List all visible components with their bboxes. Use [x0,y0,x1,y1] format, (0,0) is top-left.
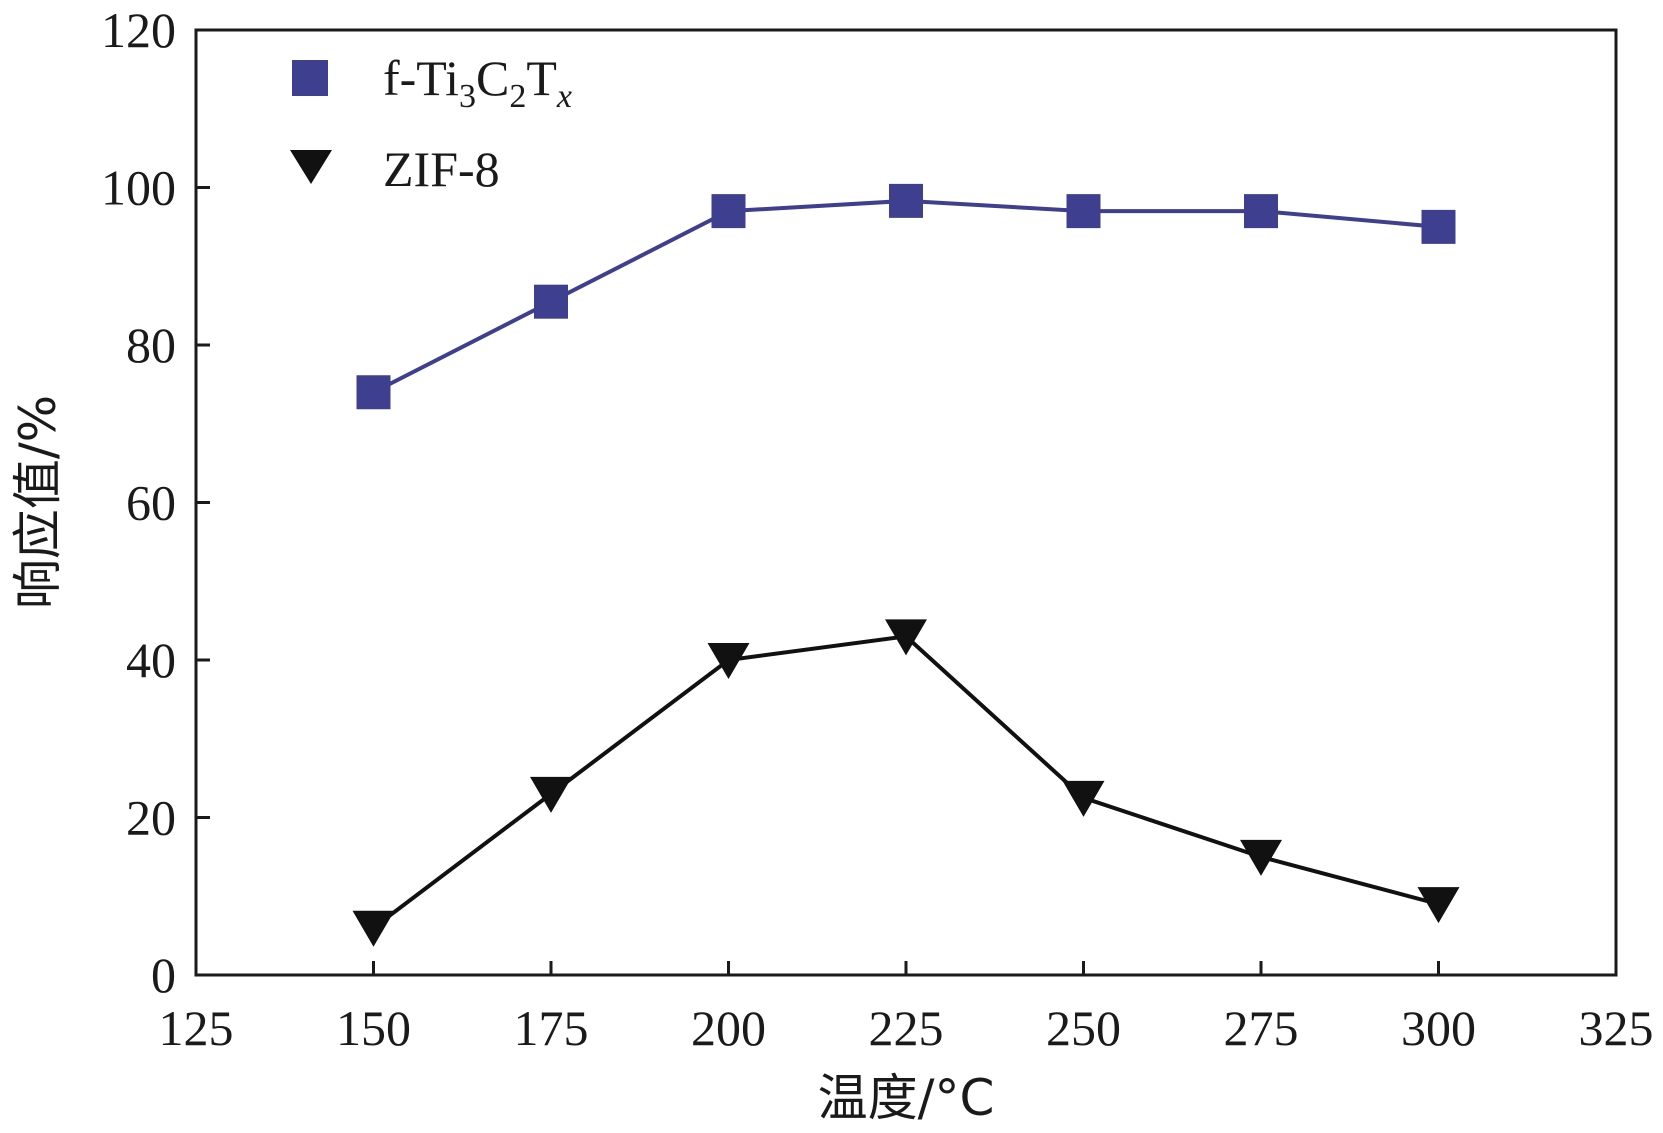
x-tick-label: 275 [1224,1000,1299,1056]
x-axis-ticks: 125 150 175 200 225 250 275 300 325 [159,961,1654,1056]
y-tick-label: 20 [126,790,176,846]
legend-marker-zif-8 [290,150,332,184]
legend-label-zif-8: ZIF-8 [383,141,500,197]
y-axis-ticks: 0 20 40 60 80 100 120 [101,2,210,1003]
x-tick-label: 325 [1579,1000,1654,1056]
y-tick-label: 80 [126,317,176,373]
legend: f-Ti3C2Tx ZIF-8 [290,50,572,197]
data-point-zif-8 [707,643,750,679]
data-point-zif-8 [1062,780,1105,817]
legend-marker-f-ti3c2tx [292,60,328,96]
data-point-zif-8 [885,619,927,656]
y-tick-label: 60 [126,475,176,531]
data-point-zif-8 [1240,839,1282,876]
data-point-zif-8 [530,776,572,813]
y-axis-title: 响应值/% [9,395,67,609]
series-layer [352,183,1460,947]
data-point-f-ti3c2tx [1066,194,1101,229]
data-point-zif-8 [352,910,395,947]
x-tick-label: 125 [159,1000,234,1056]
series-f-ti3c2tx [356,183,1456,410]
data-point-f-ti3c2tx [1421,209,1456,244]
x-tick-label: 150 [336,1000,411,1056]
series-line-f-ti3c2tx [372,198,1439,395]
data-point-f-ti3c2tx [534,284,568,319]
x-axis-title: 温度/°C [818,1069,995,1127]
data-point-f-ti3c2tx [889,183,923,218]
y-tick-label: 120 [101,2,176,58]
data-point-zif-8 [1417,887,1460,924]
y-tick-label: 0 [151,947,176,1003]
series-zif-8 [352,619,1460,947]
data-point-f-ti3c2tx [711,194,746,229]
x-tick-label: 250 [1046,1000,1121,1056]
y-tick-label: 100 [101,160,176,216]
x-tick-label: 300 [1401,1000,1476,1056]
y-tick-label: 40 [126,632,176,688]
data-point-f-ti3c2tx [356,375,391,410]
x-tick-label: 225 [869,1000,944,1056]
data-point-f-ti3c2tx [1244,194,1278,229]
x-tick-label: 200 [691,1000,766,1056]
legend-label-f-ti3c2tx: f-Ti3C2Tx [383,50,572,115]
x-tick-label: 175 [514,1000,589,1056]
